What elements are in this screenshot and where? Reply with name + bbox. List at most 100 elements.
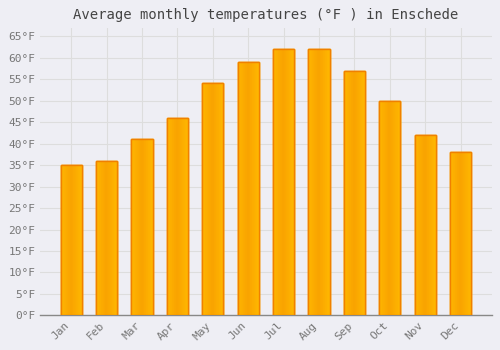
Bar (360, 71, 361, 315)
Bar (167, 118, 188, 315)
Bar (308, 49, 330, 315)
Bar (382, 101, 384, 315)
Bar (204, 84, 205, 315)
Bar (150, 139, 152, 315)
Bar (182, 118, 183, 315)
Bar (414, 135, 415, 315)
Bar (167, 118, 168, 315)
Bar (72, 165, 74, 315)
Bar (240, 62, 241, 315)
Bar (146, 139, 147, 315)
Bar (81, 165, 82, 315)
Bar (355, 71, 356, 315)
Bar (379, 101, 400, 315)
Bar (283, 49, 284, 315)
Bar (242, 62, 244, 315)
Bar (423, 135, 424, 315)
Bar (115, 161, 116, 315)
Bar (217, 84, 218, 315)
Bar (460, 152, 461, 315)
Bar (459, 152, 460, 315)
Bar (386, 101, 387, 315)
Bar (385, 101, 386, 315)
Bar (205, 84, 206, 315)
Bar (380, 101, 382, 315)
Bar (391, 101, 392, 315)
Bar (132, 139, 133, 315)
Bar (324, 49, 326, 315)
Bar (418, 135, 419, 315)
Bar (389, 101, 390, 315)
Bar (454, 152, 455, 315)
Bar (116, 161, 117, 315)
Bar (132, 139, 152, 315)
Bar (173, 118, 174, 315)
Bar (344, 71, 365, 315)
Bar (346, 71, 348, 315)
Bar (148, 139, 149, 315)
Bar (284, 49, 285, 315)
Bar (318, 49, 319, 315)
Bar (167, 118, 188, 315)
Bar (112, 161, 113, 315)
Bar (219, 84, 220, 315)
Bar (80, 165, 81, 315)
Bar (183, 118, 184, 315)
Bar (290, 49, 292, 315)
Bar (280, 49, 281, 315)
Bar (96, 161, 118, 315)
Bar (176, 118, 177, 315)
Bar (435, 135, 436, 315)
Bar (238, 62, 259, 315)
Bar (110, 161, 111, 315)
Bar (178, 118, 179, 315)
Bar (222, 84, 223, 315)
Bar (106, 161, 108, 315)
Bar (345, 71, 346, 315)
Bar (62, 165, 63, 315)
Bar (425, 135, 426, 315)
Bar (458, 152, 459, 315)
Bar (212, 84, 213, 315)
Bar (147, 139, 148, 315)
Bar (213, 84, 214, 315)
Bar (426, 135, 428, 315)
Bar (247, 62, 248, 315)
Bar (452, 152, 454, 315)
Bar (138, 139, 140, 315)
Bar (78, 165, 79, 315)
Bar (253, 62, 254, 315)
Bar (111, 161, 112, 315)
Bar (351, 71, 352, 315)
Bar (461, 152, 462, 315)
Bar (309, 49, 310, 315)
Bar (132, 139, 152, 315)
Bar (293, 49, 294, 315)
Bar (422, 135, 423, 315)
Bar (311, 49, 312, 315)
Bar (66, 165, 67, 315)
Bar (100, 161, 101, 315)
Bar (169, 118, 170, 315)
Bar (97, 161, 98, 315)
Bar (143, 139, 144, 315)
Bar (74, 165, 75, 315)
Bar (134, 139, 135, 315)
Bar (361, 71, 362, 315)
Bar (397, 101, 398, 315)
Bar (202, 84, 224, 315)
Bar (60, 165, 82, 315)
Bar (414, 135, 436, 315)
Bar (286, 49, 287, 315)
Bar (467, 152, 468, 315)
Bar (353, 71, 354, 315)
Bar (145, 139, 146, 315)
Bar (414, 135, 436, 315)
Bar (70, 165, 72, 315)
Bar (135, 139, 136, 315)
Bar (466, 152, 467, 315)
Bar (308, 49, 309, 315)
Bar (316, 49, 317, 315)
Bar (181, 118, 182, 315)
Bar (206, 84, 207, 315)
